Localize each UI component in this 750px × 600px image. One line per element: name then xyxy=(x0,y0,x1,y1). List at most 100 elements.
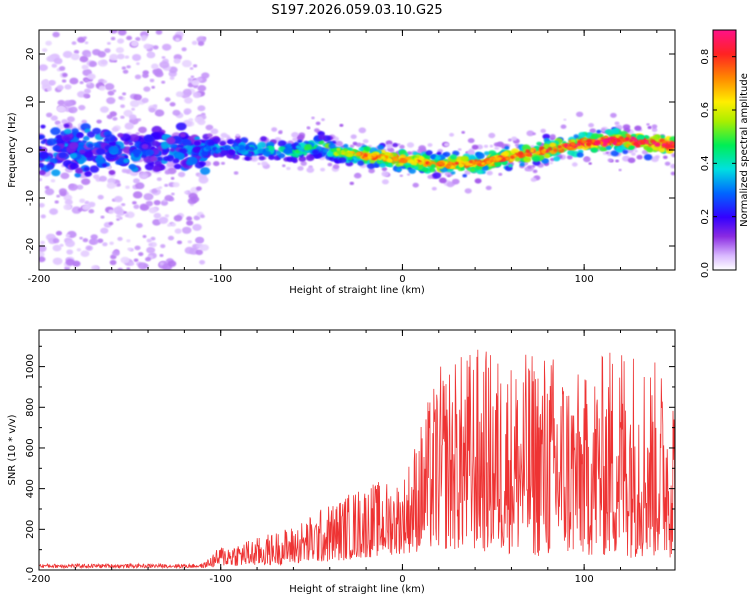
spectral-blob xyxy=(447,174,451,178)
spectral-blob xyxy=(425,150,433,156)
spectral-blob xyxy=(514,157,521,162)
spectral-blob xyxy=(148,107,156,113)
spectral-blob xyxy=(76,248,82,252)
spectral-blob xyxy=(430,164,436,169)
spectral-blob xyxy=(257,162,261,165)
spectral-blob xyxy=(532,132,536,136)
spectral-blob xyxy=(257,148,265,154)
spectral-blob xyxy=(142,235,147,238)
spectral-blob xyxy=(161,144,169,150)
spectral-blob xyxy=(172,182,180,188)
spectral-blob xyxy=(502,158,507,162)
spectral-blob xyxy=(46,138,57,146)
spectral-blob xyxy=(39,203,45,208)
spectral-blob xyxy=(160,244,166,249)
spectral-blob xyxy=(532,169,538,174)
spectral-blob xyxy=(143,134,154,143)
spectral-blob xyxy=(607,158,613,163)
spectral-blob xyxy=(169,76,175,80)
spectral-blob xyxy=(109,111,117,117)
spectral-blob xyxy=(399,174,403,177)
spectral-blob xyxy=(89,238,99,245)
spectral-blob xyxy=(117,236,123,241)
spectral-blob xyxy=(467,138,475,144)
spectral-blob xyxy=(51,169,61,177)
spectral-blob xyxy=(197,85,207,92)
spectral-blob xyxy=(150,236,156,241)
spectral-blob xyxy=(121,203,126,207)
spectral-blob xyxy=(346,152,353,158)
spectral-blob xyxy=(352,142,358,146)
spectral-blob xyxy=(124,122,134,130)
spectral-blob xyxy=(228,149,236,156)
spectral-blob xyxy=(86,246,92,250)
spectral-blob xyxy=(522,144,531,151)
spectral-blob xyxy=(549,161,554,165)
spectral-blob xyxy=(525,149,530,153)
spectral-blob xyxy=(205,124,214,131)
spectral-blob xyxy=(90,234,98,240)
spectral-blob xyxy=(44,79,48,82)
spectral-blob xyxy=(186,156,198,165)
spectral-blob xyxy=(427,174,433,179)
spectral-blob xyxy=(215,148,222,153)
spectral-blob xyxy=(526,130,535,137)
spectral-blob xyxy=(39,146,43,151)
spectral-blob xyxy=(485,185,492,191)
spectral-blob xyxy=(336,147,341,151)
spectral-blob xyxy=(150,140,159,147)
spectral-blob xyxy=(153,45,159,50)
spectral-blob xyxy=(84,151,93,158)
spectral-blob xyxy=(145,149,155,156)
spectral-blob xyxy=(526,152,531,157)
spectral-blob xyxy=(219,137,224,141)
spectral-blob xyxy=(408,168,416,174)
spectral-blob xyxy=(166,160,175,168)
spectral-blob xyxy=(57,105,67,113)
spectral-blob xyxy=(40,214,46,219)
spectral-blob xyxy=(432,172,442,179)
spectral-blob xyxy=(610,112,617,118)
spectral-blob xyxy=(197,105,206,112)
spectral-blob xyxy=(588,162,592,165)
spectral-blob xyxy=(320,167,326,172)
spectral-blob xyxy=(237,144,246,151)
spectral-blob xyxy=(186,216,193,221)
spectral-blob xyxy=(126,35,133,41)
spectral-blob xyxy=(557,145,562,149)
colorbar-label: Normalized spectral amplitude xyxy=(739,73,750,227)
spectral-blob xyxy=(624,137,630,141)
spectral-blob xyxy=(341,150,346,153)
spectral-blob xyxy=(127,247,132,251)
spectral-blob xyxy=(111,127,119,132)
spectral-blob xyxy=(327,162,333,167)
spectral-blob xyxy=(297,166,304,171)
spectral-blob xyxy=(462,174,468,178)
spectral-blob xyxy=(158,216,169,224)
spectral-blob xyxy=(358,147,365,152)
spectral-blob xyxy=(603,139,609,144)
spectral-blob xyxy=(100,215,105,219)
spectral-blob xyxy=(42,48,48,53)
spectral-blob xyxy=(175,38,180,42)
spectral-blob xyxy=(373,163,380,168)
spectral-blob xyxy=(343,143,349,148)
spectral-blob xyxy=(117,267,123,270)
spectral-blob xyxy=(88,209,95,214)
spectral-blob xyxy=(480,165,489,171)
spectral-blob xyxy=(297,134,305,140)
spectral-blob xyxy=(81,119,88,124)
spectral-blob xyxy=(306,126,311,129)
y-tick-label: 600 xyxy=(25,438,36,457)
spectral-blob xyxy=(136,62,140,65)
spectral-blob xyxy=(486,170,493,176)
spectral-blob xyxy=(449,154,457,160)
x-tick-label: 100 xyxy=(575,274,594,285)
spectral-blob xyxy=(191,79,200,86)
spectral-blob xyxy=(126,239,131,243)
spectral-blob xyxy=(263,150,271,157)
spectral-blob xyxy=(189,67,194,70)
spectral-blob xyxy=(141,37,146,41)
spectral-blob xyxy=(52,257,63,265)
